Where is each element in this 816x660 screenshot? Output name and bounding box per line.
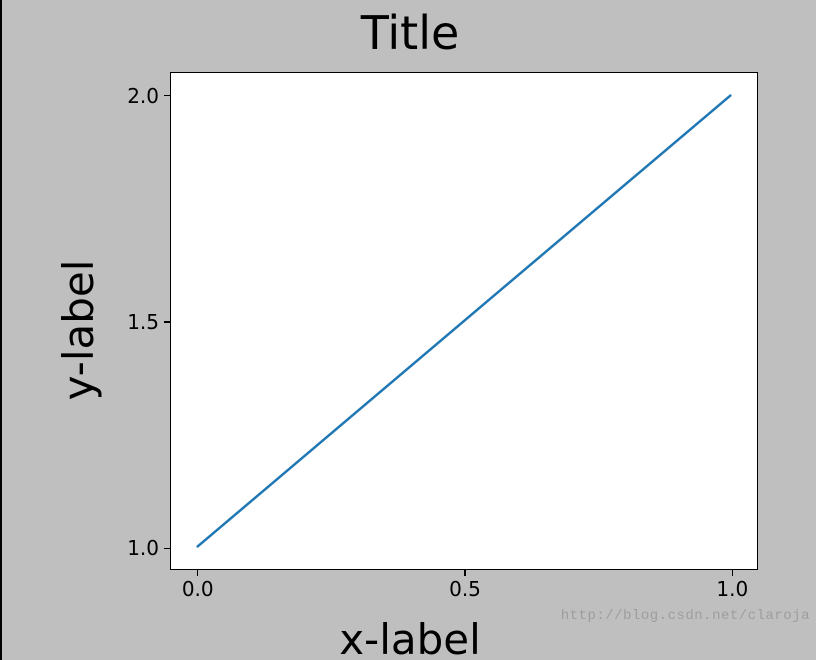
y-tick-label: 1.0 [127, 536, 159, 560]
series-line [198, 96, 731, 547]
y-tick-label: 2.0 [127, 84, 159, 108]
x-tick-label: 0.5 [449, 577, 481, 601]
x-tick-mark [732, 569, 734, 576]
x-tick-label: 1.0 [716, 577, 748, 601]
watermark-text: http://blog.csdn.net/claroja [561, 608, 810, 624]
x-tick-label: 0.0 [182, 577, 214, 601]
y-tick-mark [164, 95, 171, 97]
plot-area: 0.00.51.01.01.52.0 [170, 72, 758, 570]
y-axis-label: y-label [54, 260, 103, 401]
x-tick-mark [197, 569, 199, 576]
x-tick-mark [464, 569, 466, 576]
line-series [171, 73, 757, 569]
chart-title: Title [2, 6, 816, 60]
y-tick-label: 1.5 [127, 310, 159, 334]
y-tick-mark [164, 321, 171, 323]
y-tick-mark [164, 548, 171, 550]
figure: Title y-label 0.00.51.01.01.52.0 x-label… [0, 0, 816, 660]
